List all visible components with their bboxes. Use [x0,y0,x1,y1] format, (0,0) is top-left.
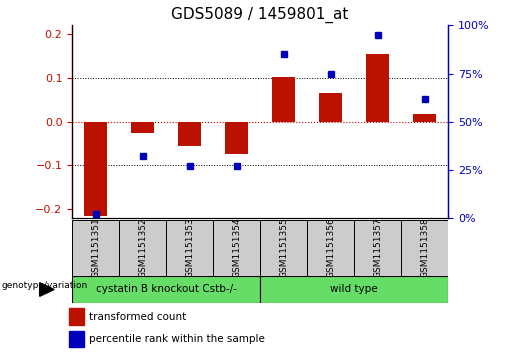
Bar [166,220,213,276]
Text: GSM1151358: GSM1151358 [420,217,429,278]
Bar [272,77,295,122]
Bar [354,220,401,276]
Bar [260,220,307,276]
Bar [119,220,166,276]
Text: GSM1151354: GSM1151354 [232,217,241,278]
Bar [72,220,119,276]
Text: GSM1151355: GSM1151355 [279,217,288,278]
Bar [319,93,342,122]
Bar [213,220,260,276]
Bar [260,276,448,303]
Bar [84,122,107,216]
Text: transformed count: transformed count [89,312,186,322]
Bar [366,54,389,122]
Text: GSM1151351: GSM1151351 [91,217,100,278]
Bar [178,122,201,146]
Text: percentile rank within the sample: percentile rank within the sample [89,334,265,344]
Text: GSM1151356: GSM1151356 [326,217,335,278]
Text: GSM1151352: GSM1151352 [138,217,147,278]
Polygon shape [40,283,54,296]
Title: GDS5089 / 1459801_at: GDS5089 / 1459801_at [171,7,349,23]
Bar [72,276,260,303]
Text: GSM1151357: GSM1151357 [373,217,382,278]
Bar [307,220,354,276]
Text: GSM1151353: GSM1151353 [185,217,194,278]
Bar [225,122,248,154]
Bar [401,220,448,276]
Bar [69,308,84,325]
Text: genotype/variation: genotype/variation [2,281,88,290]
Text: wild type: wild type [330,285,378,294]
Text: cystatin B knockout Cstb-/-: cystatin B knockout Cstb-/- [96,285,236,294]
Bar [131,122,154,132]
Bar [69,331,84,347]
Bar [413,114,436,122]
